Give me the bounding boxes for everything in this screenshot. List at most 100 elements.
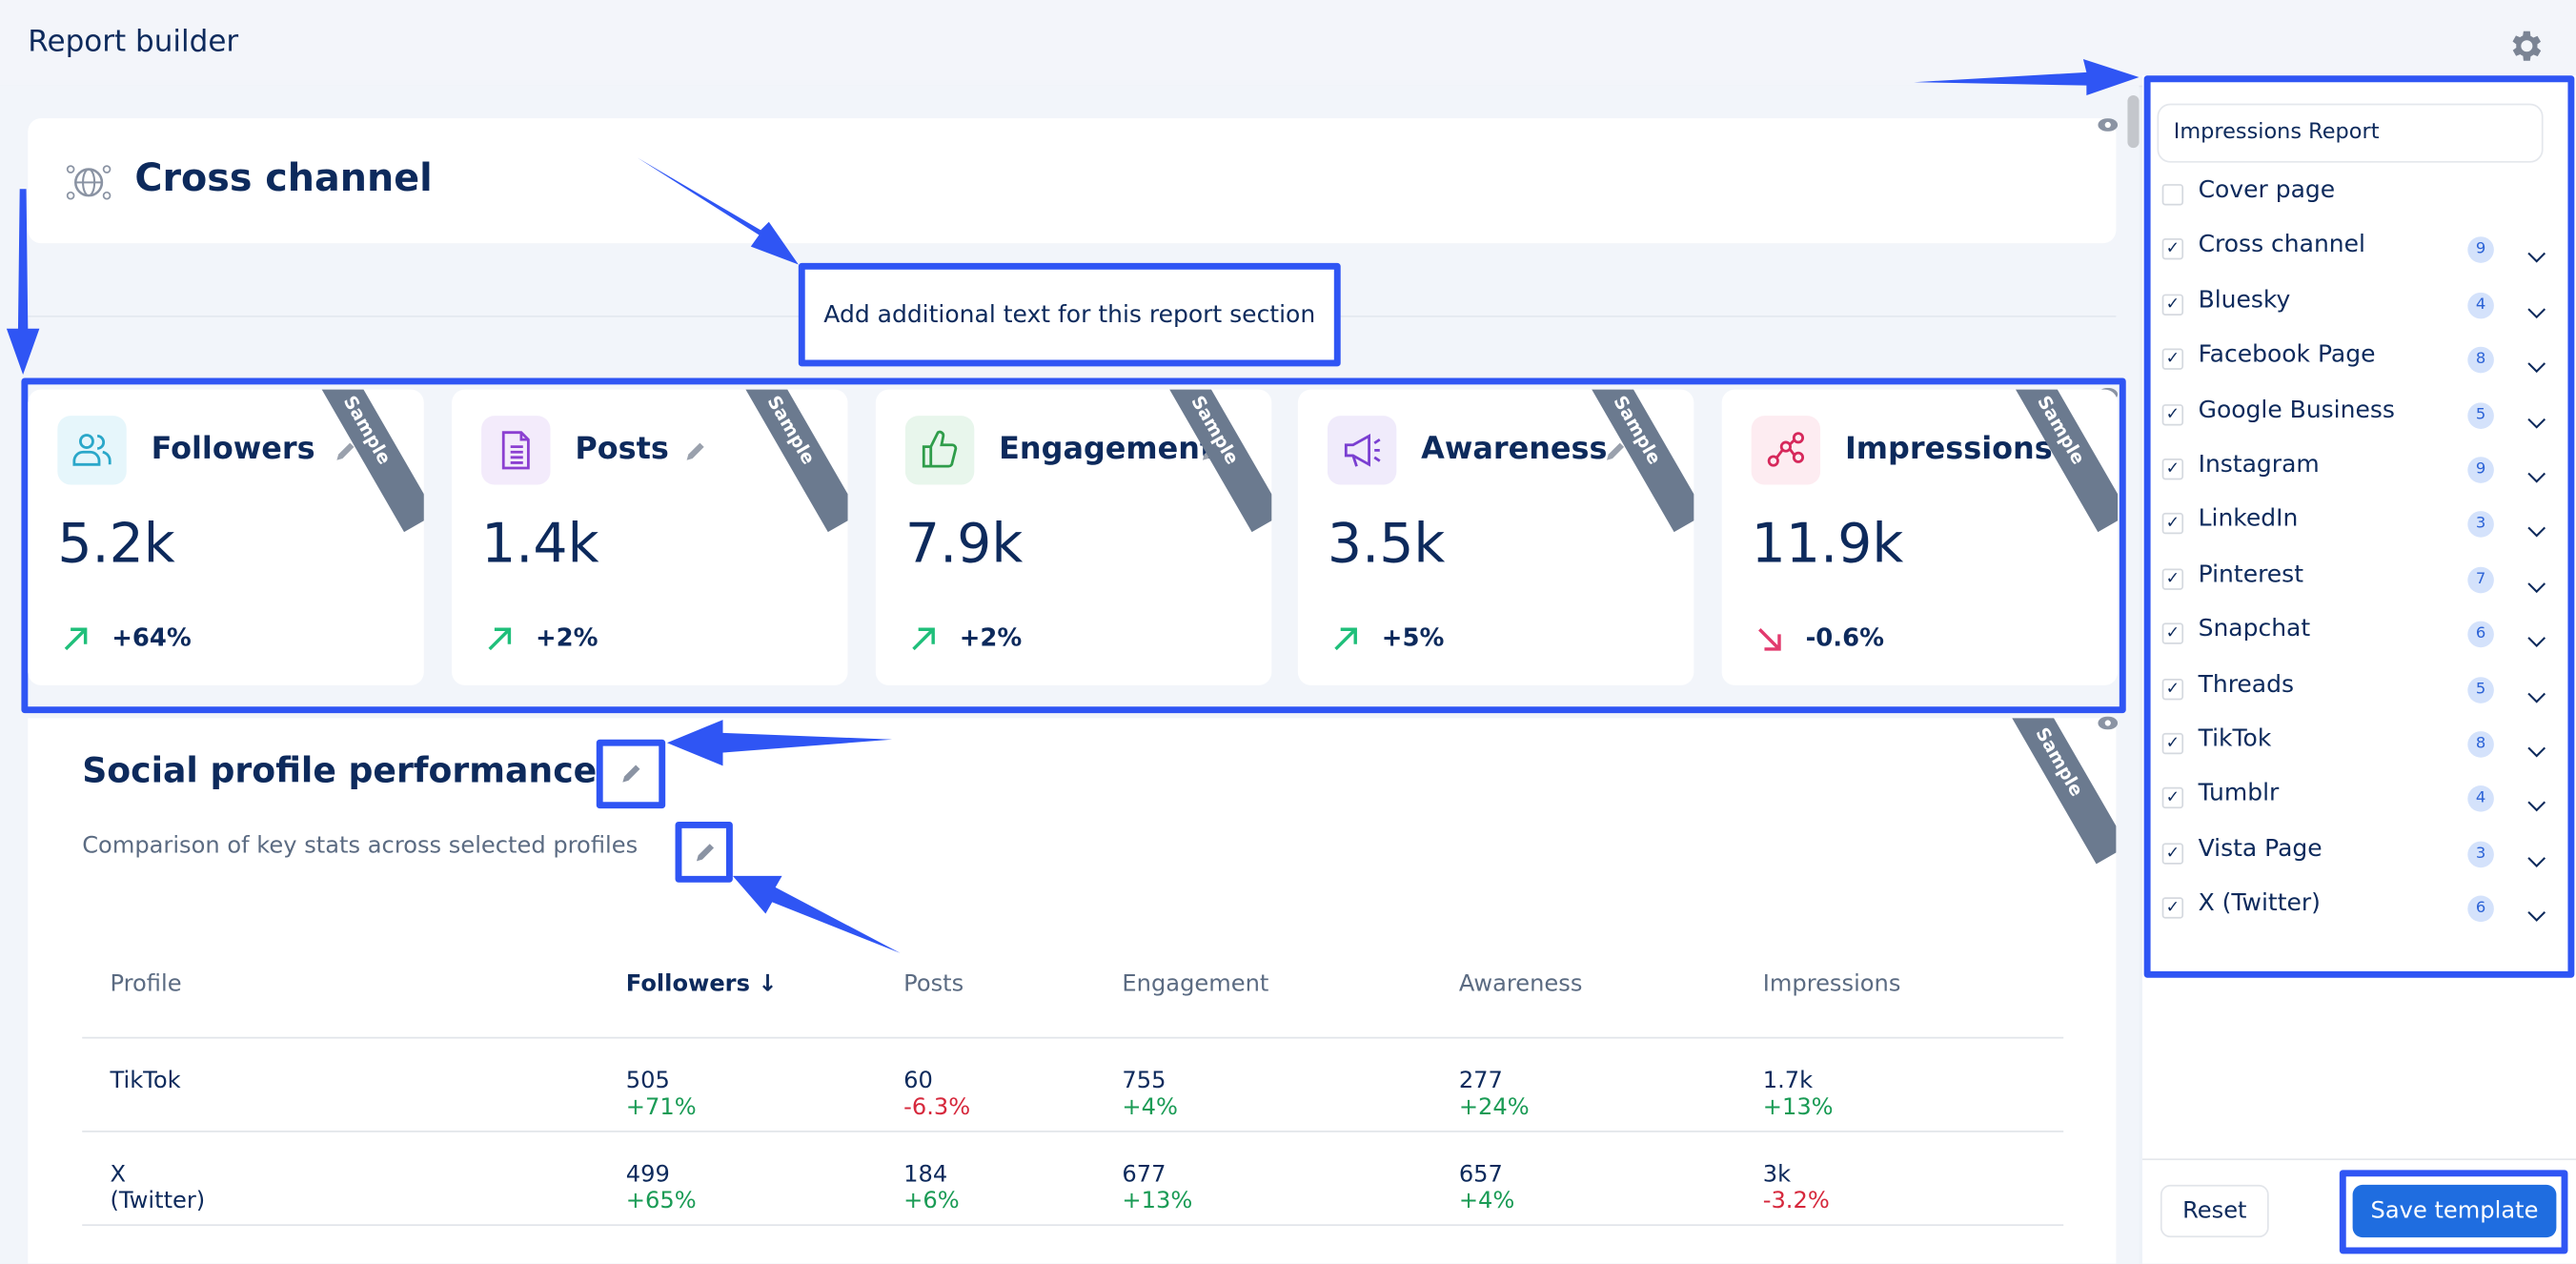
- network-nodes-icon: [1751, 416, 1821, 485]
- chevron-down-icon[interactable]: [2526, 405, 2546, 428]
- eye-icon[interactable]: [2098, 716, 2119, 730]
- count-badge: 3: [2467, 511, 2494, 539]
- section-item-cover-page[interactable]: Cover page: [2161, 177, 2550, 216]
- section-item-label: Snapchat: [2198, 616, 2311, 643]
- section-item-cross-channel[interactable]: ✓ Cross channel 9: [2161, 232, 2550, 272]
- chevron-down-icon[interactable]: [2526, 296, 2546, 318]
- section-item-google-business[interactable]: ✓ Google Business 5: [2161, 397, 2550, 436]
- column-header-label: Posts: [903, 970, 964, 998]
- section-item-label: Tumblr: [2198, 781, 2280, 808]
- chevron-down-icon[interactable]: [2526, 735, 2546, 758]
- chevron-down-icon[interactable]: [2526, 570, 2546, 593]
- arrow-down-right-icon: [1755, 624, 1784, 654]
- checkbox[interactable]: ✓: [2161, 678, 2184, 700]
- checkbox[interactable]: ✓: [2161, 732, 2184, 755]
- divider: [82, 1131, 2064, 1132]
- chevron-down-icon[interactable]: [2526, 351, 2546, 374]
- section-item-label: Vista Page: [2198, 836, 2322, 863]
- checkbox[interactable]: ✓: [2161, 238, 2184, 261]
- checkbox[interactable]: ✓: [2161, 348, 2184, 371]
- chevron-down-icon[interactable]: [2526, 789, 2546, 813]
- cell-value: 505: [625, 1068, 670, 1095]
- divider: [82, 1036, 2064, 1039]
- sort-down-icon: ↓: [749, 970, 778, 998]
- count-badge: 5: [2467, 676, 2494, 703]
- edit-subtitle-button[interactable]: [675, 821, 733, 883]
- kpi-card-engagement: Engagement 7.9k +2% Sample: [875, 389, 1272, 685]
- section-item-facebook-page[interactable]: ✓ Facebook Page 8: [2161, 341, 2550, 381]
- table-cell: 3k -3.2%: [1763, 1162, 1830, 1214]
- section-item-label: Cross channel: [2198, 232, 2365, 259]
- checkbox[interactable]: ✓: [2161, 458, 2184, 480]
- section-item-tumblr[interactable]: ✓ Tumblr 4: [2161, 781, 2550, 821]
- section-item-vista-page[interactable]: ✓ Vista Page 3: [2161, 836, 2550, 875]
- section-item-x-twitter[interactable]: ✓ X (Twitter) 6: [2161, 891, 2550, 930]
- checkbox[interactable]: ✓: [2161, 843, 2184, 865]
- chevron-down-icon[interactable]: [2526, 460, 2546, 483]
- column-header-label: Profile: [110, 970, 182, 998]
- section-item-pinterest[interactable]: ✓ Pinterest 7: [2161, 561, 2550, 601]
- pencil-icon[interactable]: [1603, 438, 1626, 461]
- edit-title-button[interactable]: [596, 739, 666, 809]
- save-template-button[interactable]: Save template: [2352, 1184, 2557, 1238]
- section-item-label: Instagram: [2198, 452, 2320, 479]
- arrow-up-right-icon: [61, 624, 91, 654]
- report-name-input[interactable]: Impressions Report: [2157, 103, 2544, 163]
- cell-change: +24%: [1458, 1094, 1530, 1121]
- save-highlight: [2339, 1170, 2568, 1254]
- gear-icon[interactable]: [2507, 27, 2546, 66]
- document-icon: [481, 416, 551, 485]
- table-cell: 657 +4%: [1459, 1162, 1515, 1214]
- divider: [82, 1224, 2064, 1227]
- section-item-snapchat[interactable]: ✓ Snapchat 6: [2161, 616, 2550, 656]
- column-header-impressions[interactable]: Impressions: [1763, 971, 1901, 998]
- checkbox[interactable]: ✓: [2161, 622, 2184, 645]
- kpi-value: 5.2k: [57, 511, 175, 576]
- column-header-followers[interactable]: Followers ↓: [626, 971, 778, 998]
- checkbox[interactable]: ✓: [2161, 294, 2184, 316]
- eye-icon[interactable]: [2098, 118, 2119, 132]
- scrollbar-thumb[interactable]: [2127, 94, 2140, 149]
- right-panel: [2141, 75, 2576, 1264]
- checkbox[interactable]: ✓: [2161, 513, 2184, 535]
- chevron-down-icon[interactable]: [2526, 899, 2546, 923]
- section-item-label: Facebook Page: [2198, 341, 2376, 369]
- column-header-awareness[interactable]: Awareness: [1459, 971, 1583, 998]
- section-item-linkedin[interactable]: ✓ LinkedIn 3: [2161, 507, 2550, 546]
- section-item-threads[interactable]: ✓ Threads 5: [2161, 671, 2550, 710]
- arrow-up-right-icon: [485, 624, 515, 654]
- checkbox[interactable]: ✓: [2161, 403, 2184, 425]
- add-section-text-button[interactable]: Add additional text for this report sect…: [798, 262, 1341, 367]
- kpi-value: 7.9k: [904, 511, 1024, 576]
- header-bar: [0, 0, 2576, 88]
- cell-change: +6%: [903, 1188, 960, 1214]
- checkbox[interactable]: [2161, 184, 2184, 206]
- section-item-tiktok[interactable]: ✓ TikTok 8: [2161, 726, 2550, 765]
- table-cell: 755 +4%: [1122, 1069, 1178, 1121]
- cell-change: -6.3%: [903, 1094, 971, 1121]
- kpi-value: 11.9k: [1751, 511, 1904, 576]
- kpi-label: Followers: [151, 432, 315, 467]
- chevron-down-icon[interactable]: [2526, 624, 2546, 648]
- reset-button[interactable]: Reset: [2160, 1184, 2269, 1238]
- kpi-value: 1.4k: [481, 511, 599, 576]
- column-header-engagement[interactable]: Engagement: [1122, 971, 1268, 998]
- section-item-instagram[interactable]: ✓ Instagram 9: [2161, 452, 2550, 491]
- section-item-label: Threads: [2198, 671, 2295, 698]
- chevron-down-icon[interactable]: [2526, 515, 2546, 539]
- pencil-icon[interactable]: [683, 438, 706, 461]
- chevron-down-icon[interactable]: [2526, 845, 2546, 867]
- checkbox[interactable]: ✓: [2161, 787, 2184, 809]
- checkbox[interactable]: ✓: [2161, 897, 2184, 919]
- section-item-bluesky[interactable]: ✓ Bluesky 4: [2161, 287, 2550, 326]
- column-header-profile[interactable]: Profile: [111, 971, 182, 998]
- chevron-down-icon[interactable]: [2526, 240, 2546, 264]
- pencil-icon[interactable]: [334, 438, 356, 461]
- checkbox[interactable]: ✓: [2161, 568, 2184, 590]
- column-header-posts[interactable]: Posts: [903, 971, 963, 998]
- cell-value: 277: [1458, 1068, 1503, 1095]
- chevron-down-icon[interactable]: [2526, 680, 2546, 703]
- count-badge: 9: [2467, 457, 2494, 483]
- thumbs-up-icon: [904, 416, 975, 485]
- kpi-change: -0.6%: [1805, 622, 1885, 653]
